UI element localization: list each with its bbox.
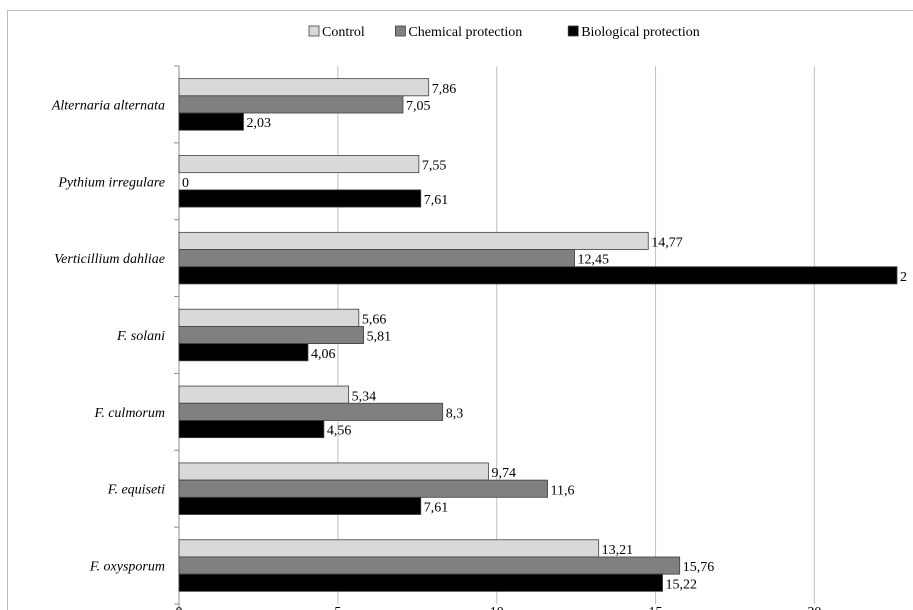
bar-chemical-protection-f-oxysporum <box>178 556 681 575</box>
data-label-chemical-protection-f-equiseti: 11,6 <box>551 483 575 498</box>
bar-biological-protection-f-oxysporum <box>178 573 663 592</box>
x-tick-label-20: 20 <box>807 605 821 610</box>
x-tick-label-15: 15 <box>649 605 663 610</box>
data-label-biological-protection-f-culmorum: 4,56 <box>327 424 352 439</box>
data-label-control-f-oxysporum: 13,21 <box>602 543 634 558</box>
data-label-biological-protection-pythium-irregulare: 7,61 <box>424 193 449 208</box>
bar-control-f-solani <box>178 308 360 327</box>
bar-biological-protection-f-solani <box>178 343 309 362</box>
bar-control-pythium-irregulare <box>178 155 420 174</box>
bar-biological-protection-alternaria-alternata <box>178 112 244 131</box>
bar-biological-protection-verticillium-dahliae <box>178 266 898 285</box>
data-label-control-pythium-irregulare: 7,55 <box>422 159 447 174</box>
legend-swatch-control <box>308 25 320 37</box>
bar-chemical-protection-alternaria-alternata <box>178 95 404 114</box>
data-label-biological-protection-f-solani: 4,06 <box>311 347 336 362</box>
data-label-biological-protection-f-equiseti: 7,61 <box>424 501 449 516</box>
bar-chemical-protection-f-solani <box>178 325 364 344</box>
category-label-f-oxysporum: F. oxysporum <box>89 560 165 575</box>
bar-control-f-oxysporum <box>178 539 600 558</box>
bar-control-alternaria-alternata <box>178 78 430 97</box>
bar-control-f-equiseti <box>178 462 489 481</box>
data-label-chemical-protection-verticillium-dahliae: 12,45 <box>578 253 610 268</box>
data-label-biological-protection-alternaria-alternata: 2,03 <box>246 116 271 131</box>
legend-swatch-chemical-protection <box>394 25 406 37</box>
data-label-biological-protection-f-oxysporum: 15,22 <box>666 577 698 592</box>
x-tick-label-0: 0 <box>176 605 183 610</box>
category-label-pythium-irregulare: Pythium irregulare <box>57 175 165 190</box>
bar-control-f-culmorum <box>178 385 350 404</box>
bar-biological-protection-pythium-irregulare <box>178 189 422 208</box>
data-label-chemical-protection-f-culmorum: 8,3 <box>446 406 464 421</box>
bar-chemical-protection-f-equiseti <box>178 479 548 498</box>
data-label-chemical-protection-alternaria-alternata: 7,05 <box>406 99 431 114</box>
data-label-chemical-protection-pythium-irregulare: 0 <box>182 176 189 191</box>
bar-control-verticillium-dahliae <box>178 231 649 250</box>
category-label-f-culmorum: F. culmorum <box>93 406 165 421</box>
data-label-control-f-culmorum: 5,34 <box>352 389 377 404</box>
x-tick-label-5: 5 <box>334 605 341 610</box>
category-label-alternaria-alternata: Alternaria alternata <box>51 98 165 113</box>
x-tick-label-10: 10 <box>490 605 504 610</box>
data-labels: Alternaria alternata 7,867,05 2,03 Pythium … <box>51 82 907 593</box>
bar-chemical-protection-verticillium-dahliae <box>178 249 575 268</box>
chart-frame <box>7 10 913 610</box>
category-label-f-equiseti: F. equiseti <box>107 483 165 498</box>
legend-label-biological-protection: Biological protection <box>581 25 700 40</box>
bars <box>178 78 898 592</box>
data-label-control-f-equiseti: 9,74 <box>491 466 516 481</box>
bar-biological-protection-f-equiseti <box>178 496 422 515</box>
data-label-chemical-protection-f-oxysporum: 15,76 <box>683 560 715 575</box>
category-label-verticillium-dahliae: Verticillium dahliae <box>54 252 165 267</box>
legend: Control Chemical protection Biological pro… <box>308 25 700 40</box>
legend-label-control: Control <box>322 25 365 40</box>
bar-biological-protection-f-culmorum <box>178 420 325 439</box>
legend-label-chemical-protection: Chemical protection <box>408 25 522 40</box>
data-label-biological-protection-verticillium-dahliae: 2 <box>900 270 907 285</box>
data-label-control-alternaria-alternata: 7,86 <box>432 82 457 97</box>
data-label-control-verticillium-dahliae: 14,77 <box>651 236 683 251</box>
data-label-control-f-solani: 5,66 <box>362 312 387 327</box>
bar-chemical-protection-f-culmorum <box>178 402 444 421</box>
category-label-f-solani: F. solani <box>116 329 165 344</box>
legend-swatch-biological-protection <box>567 25 579 37</box>
data-label-chemical-protection-f-solani: 5,81 <box>367 330 392 345</box>
